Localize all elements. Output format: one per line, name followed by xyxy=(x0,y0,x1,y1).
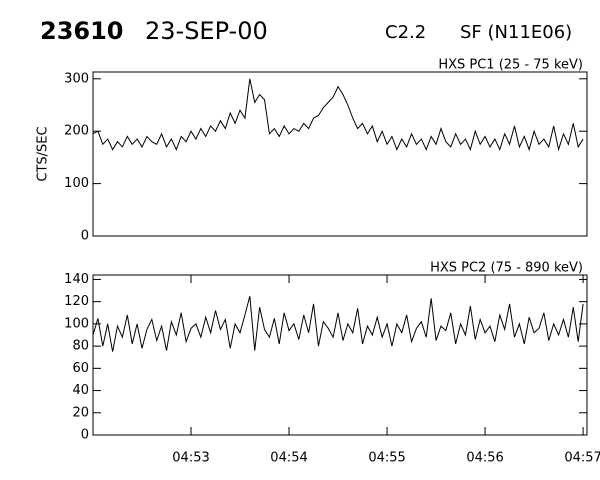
x-tick-label: 04:55 xyxy=(368,451,405,466)
y-tick-label: 140 xyxy=(64,272,89,287)
y-tick-label: 0 xyxy=(81,428,89,443)
y-tick-label: 300 xyxy=(64,71,89,86)
x-tick-label: 04:56 xyxy=(466,451,503,466)
panel-title: HXS PC1 (25 - 75 keV) xyxy=(438,58,583,73)
flare-location: SF (N11E06) xyxy=(460,22,572,43)
y-tick-label: 20 xyxy=(72,405,89,420)
panel-title: HXS PC2 (75 - 890 keV) xyxy=(430,261,583,276)
y-tick-label: 120 xyxy=(64,294,89,309)
y-tick-label: 100 xyxy=(64,176,89,191)
x-tick-label: 04:57 xyxy=(564,451,600,466)
y-axis-label: CTS/SEC xyxy=(36,126,51,181)
plot-frame xyxy=(92,71,588,237)
y-tick-label: 40 xyxy=(72,383,89,398)
y-tick-label: 80 xyxy=(72,339,89,354)
event-id: 23610 xyxy=(40,17,124,45)
y-tick-label: 200 xyxy=(64,124,89,139)
y-tick-label: 100 xyxy=(64,316,89,331)
y-tick-label: 60 xyxy=(72,361,89,376)
data-line xyxy=(92,78,584,152)
data-line xyxy=(92,295,584,352)
event-date: 23-SEP-00 xyxy=(145,17,268,45)
plot-frame xyxy=(92,274,588,436)
x-tick-label: 04:53 xyxy=(172,451,209,466)
x-tick-label: 04:54 xyxy=(270,451,307,466)
y-tick-label: 0 xyxy=(81,229,89,244)
flare-class: C2.2 xyxy=(385,22,426,43)
